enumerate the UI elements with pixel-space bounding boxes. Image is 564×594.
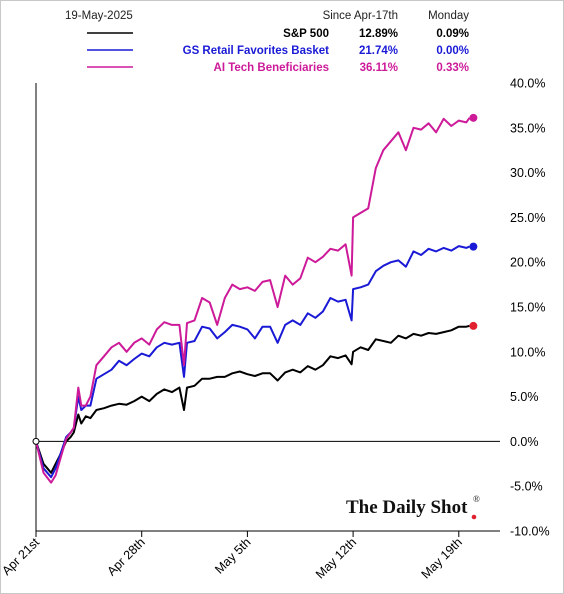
series-end-marker: [469, 243, 477, 251]
series-line-ai-tech-beneficiaries: [36, 118, 469, 483]
x-tick-label: May 5th: [212, 535, 253, 576]
y-tick-label: 5.0%: [510, 390, 539, 404]
registered-mark: ®: [473, 494, 480, 504]
header-date: 19-May-2025: [65, 10, 133, 22]
series-end-marker: [469, 114, 477, 122]
legend-monday-value: 0.00%: [436, 45, 469, 57]
y-tick-label: -5.0%: [510, 480, 543, 494]
daily-shot-watermark: The Daily Shot ®: [346, 494, 480, 519]
series-line-s-p-500: [36, 326, 469, 473]
legend-monday-value: 0.33%: [436, 62, 469, 74]
header-since-label: Since Apr-17th: [323, 10, 398, 22]
watermark-red-dot: [472, 515, 477, 520]
watermark-text: The Daily Shot: [346, 497, 468, 518]
y-tick-label: 20.0%: [510, 256, 545, 270]
y-axis: -10.0% -5.0% 0.0% 5.0% 10.0% 15.0% 20.0% 25.0% 3…: [510, 77, 550, 539]
legend-since-value: 36.11%: [360, 62, 398, 74]
y-tick-label: 40.0%: [510, 77, 545, 91]
legend-since-value: 21.74%: [359, 45, 398, 57]
x-axis: Apr 21st Apr 28th May 5th May 12th May 19th: [0, 531, 465, 581]
legend-series-name: GS Retail Favorites Basket: [183, 45, 330, 57]
legend: S&P 500 12.89% 0.09% GS Retail Favorites Ba…: [87, 28, 469, 74]
y-tick-label: 0.0%: [510, 435, 539, 449]
series-group: [33, 114, 477, 483]
x-tick-label: Apr 21st: [0, 535, 42, 578]
legend-monday-value: 0.09%: [436, 28, 469, 40]
x-tick-label: May 12th: [313, 535, 359, 581]
series-line-gs-retail-favorites-basket: [36, 246, 469, 477]
origin-marker: [33, 438, 39, 444]
series-end-marker: [469, 322, 477, 330]
x-tick-label: Apr 28th: [104, 535, 147, 578]
y-tick-label: -10.0%: [510, 525, 550, 539]
y-tick-label: 30.0%: [510, 166, 545, 180]
y-tick-label: 35.0%: [510, 121, 545, 135]
legend-series-name: AI Tech Beneficiaries: [214, 62, 329, 74]
y-tick-label: 10.0%: [510, 345, 545, 359]
header-monday-label: Monday: [428, 10, 469, 22]
y-tick-label: 25.0%: [510, 211, 545, 225]
y-tick-label: 15.0%: [510, 301, 545, 315]
legend-series-name: S&P 500: [283, 28, 329, 40]
legend-since-value: 12.89%: [359, 28, 398, 40]
x-tick-label: May 19th: [419, 535, 465, 581]
